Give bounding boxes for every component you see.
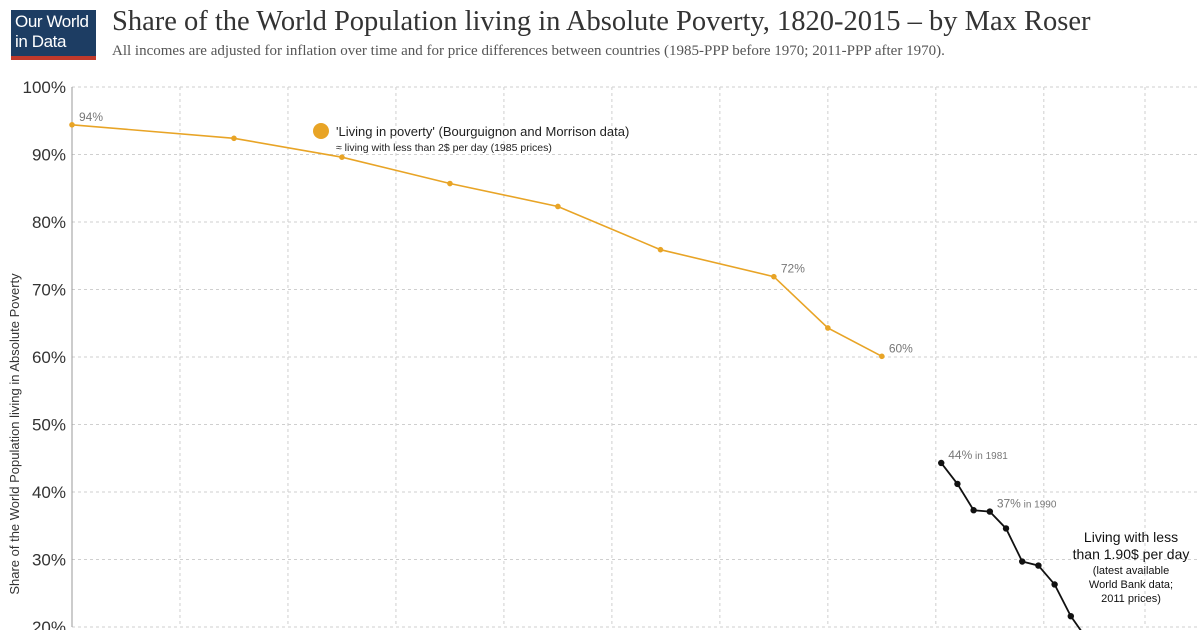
data-point-series-1[interactable]	[555, 203, 561, 210]
data-label: 37% in 1990	[997, 497, 1057, 511]
data-label-note: in 1981	[972, 451, 1008, 462]
data-point-series-1[interactable]	[879, 353, 885, 360]
annotation-line-1: Living with less	[1084, 529, 1178, 545]
chart-title: Share of the World Population living in …	[112, 6, 1091, 37]
y-tick-label: 50%	[32, 416, 66, 435]
legend-subtitle: ≈ living with less than 2$ per day (1985…	[336, 142, 552, 154]
data-point-series-1[interactable]	[339, 154, 345, 160]
data-label: 94%	[79, 110, 103, 124]
legend[interactable]: 'Living in poverty' (Bourguignon and Mor…	[313, 123, 629, 154]
data-label-note: in 1990	[1021, 500, 1057, 511]
annotation-line-5: 2011 prices)	[1101, 593, 1161, 605]
y-tick-label: 90%	[32, 146, 66, 165]
y-tick-label: 30%	[32, 551, 66, 570]
y-axis-ticks: 100% 90% 80% 70% 60% 50% 40% 30% 20%	[23, 78, 66, 630]
chart-subtitle: All incomes are adjusted for inflation o…	[112, 43, 945, 59]
data-point-series-2[interactable]	[954, 480, 961, 488]
data-point-series-2[interactable]	[970, 507, 977, 514]
y-tick-label: 100%	[23, 78, 66, 97]
series-line-2	[940, 462, 1082, 630]
data-label: 44% in 1981	[948, 448, 1008, 462]
series-annotation: Living with less than 1.90$ per day (lat…	[1073, 529, 1190, 605]
data-point-series-1[interactable]	[69, 122, 75, 128]
legend-swatch-icon	[313, 123, 329, 139]
data-point-series-1[interactable]	[771, 273, 777, 280]
y-tick-label: 70%	[32, 281, 66, 300]
y-tick-label: 60%	[32, 348, 66, 367]
data-point-series-2[interactable]	[1035, 562, 1042, 569]
annotation-line-3: (latest available	[1093, 565, 1169, 577]
data-label: 60%	[889, 341, 913, 355]
data-point-series-1[interactable]	[447, 180, 453, 187]
y-tick-label: 20%	[32, 618, 66, 630]
data-point-series-2[interactable]	[1019, 558, 1026, 565]
data-point-series-1[interactable]	[657, 246, 664, 253]
y-tick-label: 80%	[32, 213, 66, 232]
y-axis-label: Share of the World Population living in …	[7, 273, 22, 595]
owid-logo[interactable]: Our World in Data	[11, 10, 96, 60]
data-point-series-1[interactable]	[231, 135, 237, 142]
y-tick-label: 40%	[32, 483, 66, 502]
legend-title: 'Living in poverty' (Bourguignon and Mor…	[336, 124, 629, 139]
data-point-series-2[interactable]	[938, 459, 945, 467]
data-point-series-2[interactable]	[1067, 613, 1075, 620]
annotation-line-4: World Bank data;	[1089, 579, 1173, 591]
data-label: 72%	[781, 262, 805, 276]
data-point-series-2[interactable]	[1051, 581, 1058, 588]
logo-line-2: in Data	[15, 32, 67, 51]
data-labels: 94% 72% 60% 44% in 1981 37% in 1990	[79, 110, 1057, 511]
data-point-series-1[interactable]	[825, 325, 831, 331]
series	[69, 122, 1082, 630]
annotation-line-2: than 1.90$ per day	[1073, 546, 1190, 562]
grid	[71, 86, 1200, 628]
data-point-series-2[interactable]	[1002, 525, 1010, 532]
series-line-1	[71, 124, 883, 358]
logo-line-1: Our World	[15, 12, 89, 31]
data-point-series-2[interactable]	[986, 508, 994, 515]
